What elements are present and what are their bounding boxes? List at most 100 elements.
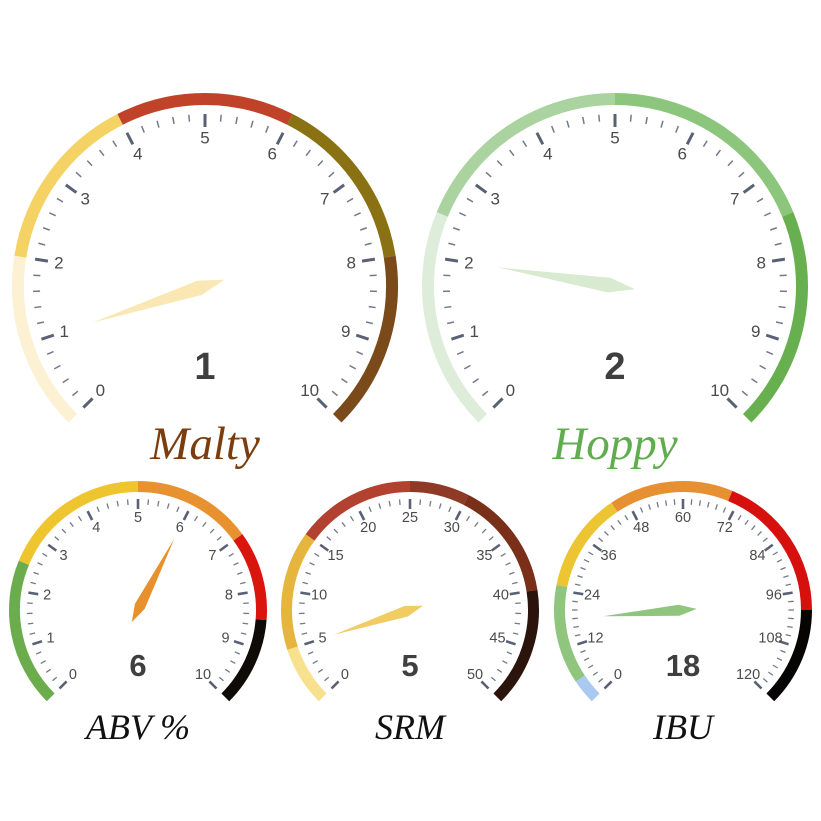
abv-minor-tick [209, 528, 215, 534]
ibu-tick-label: 12 [587, 630, 603, 646]
abv-major-tick [86, 510, 94, 521]
ibu-minor-tick [574, 583, 581, 587]
srm-major-tick [319, 543, 330, 552]
hoppy-minor-tick [444, 305, 452, 309]
abv-gauge-value: 6 [129, 648, 147, 683]
ibu-major-tick [753, 680, 763, 690]
srm-minor-tick [341, 521, 346, 528]
hoppy-minor-tick [766, 350, 774, 355]
abv-minor-tick [42, 552, 48, 557]
hoppy-minor-tick [675, 125, 680, 133]
hoppy-minor-tick [715, 149, 722, 157]
malty-tick-label: 5 [200, 129, 209, 148]
malty-minor-tick [305, 149, 312, 157]
srm-arc-segment-0 [287, 646, 327, 702]
abv-minor-tick [40, 660, 46, 665]
srm-arc-segment-1 [281, 534, 315, 650]
malty-major-tick [125, 132, 135, 146]
abv-minor-tick [193, 515, 199, 522]
hoppy-major-tick [726, 397, 738, 409]
hoppy-minor-tick [522, 140, 528, 148]
malty-tick-label: 6 [267, 145, 276, 164]
srm-tick-label: 20 [360, 520, 376, 536]
abv-arc-segment-0 [9, 560, 55, 702]
srm-arc-segment-5 [493, 589, 539, 702]
hoppy-minor-tick [496, 160, 503, 167]
abv-minor-tick [45, 668, 52, 673]
ibu-minor-tick [698, 500, 702, 506]
malty-major-tick [332, 183, 346, 194]
malty-minor-tick [140, 125, 145, 133]
srm-minor-tick [326, 536, 332, 541]
abv-major-tick [233, 639, 244, 646]
ibu-minor-tick [656, 501, 660, 508]
hoppy-major-tick [444, 257, 459, 263]
hoppy-major-tick [535, 132, 545, 146]
hoppy-minor-tick [452, 227, 461, 231]
ibu-arc-segment-1 [554, 584, 585, 682]
ibu-minor-tick [744, 519, 749, 526]
ibu-minor-tick [772, 551, 778, 556]
ibu-minor-tick [604, 531, 609, 536]
malty-minor-tick [34, 305, 42, 309]
ibu-gauge-title: IBU [653, 707, 713, 747]
hoppy-minor-tick [756, 197, 764, 203]
srm-minor-tick [299, 622, 306, 625]
hoppy-minor-tick [472, 378, 479, 384]
malty-minor-tick [341, 378, 348, 384]
malty-minor-tick [62, 378, 69, 384]
srm-minor-tick [302, 581, 308, 585]
srm-minor-tick [301, 632, 308, 635]
hoppy-minor-tick [481, 390, 489, 397]
abv-minor-tick [228, 552, 234, 557]
srm-major-tick [454, 510, 462, 521]
malty-major-tick [82, 397, 94, 409]
abv-minor-tick [240, 581, 246, 585]
hoppy-arc-segment-2 [614, 93, 794, 217]
abv-tick-label: 0 [69, 667, 77, 683]
abv-major-tick [58, 680, 68, 690]
srm-major-tick [358, 510, 366, 521]
abv-tick-label: 6 [176, 520, 184, 536]
hoppy-minor-tick [485, 171, 492, 178]
ibu-minor-tick [737, 515, 742, 521]
malty-minor-tick [331, 390, 339, 397]
malty-minor-tick [346, 197, 354, 203]
hoppy-minor-tick [774, 242, 782, 246]
srm-minor-tick [378, 503, 382, 509]
abv-minor-tick [116, 500, 119, 507]
abv-arc-segment-4 [221, 619, 267, 702]
abv-minor-tick [216, 536, 222, 541]
srm-minor-tick [368, 506, 372, 513]
malty-minor-tick [112, 140, 118, 148]
hoppy-minor-tick [466, 197, 474, 203]
ibu-tick-label: 48 [633, 520, 649, 536]
srm-minor-tick [488, 536, 494, 541]
ibu-tick-label: 120 [736, 667, 760, 683]
hoppy-minor-tick [738, 171, 745, 178]
hoppy-major-tick [492, 397, 504, 409]
abv-minor-tick [61, 528, 67, 534]
abv-major-tick [208, 680, 218, 690]
hoppy-tick-label: 1 [470, 322, 479, 341]
hoppy-major-tick [771, 257, 786, 263]
abv-minor-tick [176, 506, 180, 513]
srm-minor-tick [429, 500, 432, 507]
srm-arc-segment-4 [463, 495, 538, 592]
srm-minor-tick [438, 503, 442, 509]
hoppy-minor-tick [598, 114, 601, 122]
ibu-major-tick [782, 591, 793, 596]
hoppy-major-tick [474, 183, 488, 194]
ibu-arc-segment-0 [575, 675, 600, 702]
malty-gauge-value: 1 [194, 346, 216, 388]
abv-arc-segment-3 [233, 534, 267, 621]
hoppy-minor-tick [629, 114, 632, 122]
srm-arc-segment-2 [305, 481, 411, 541]
abv-minor-tick [52, 676, 58, 682]
hoppy-gauge-value: 2 [604, 346, 626, 388]
ibu-minor-tick [648, 504, 652, 510]
malty-minor-tick [328, 171, 335, 178]
srm-minor-tick [505, 562, 511, 566]
ibu-major-tick [577, 639, 588, 646]
srm-minor-tick [312, 660, 318, 665]
